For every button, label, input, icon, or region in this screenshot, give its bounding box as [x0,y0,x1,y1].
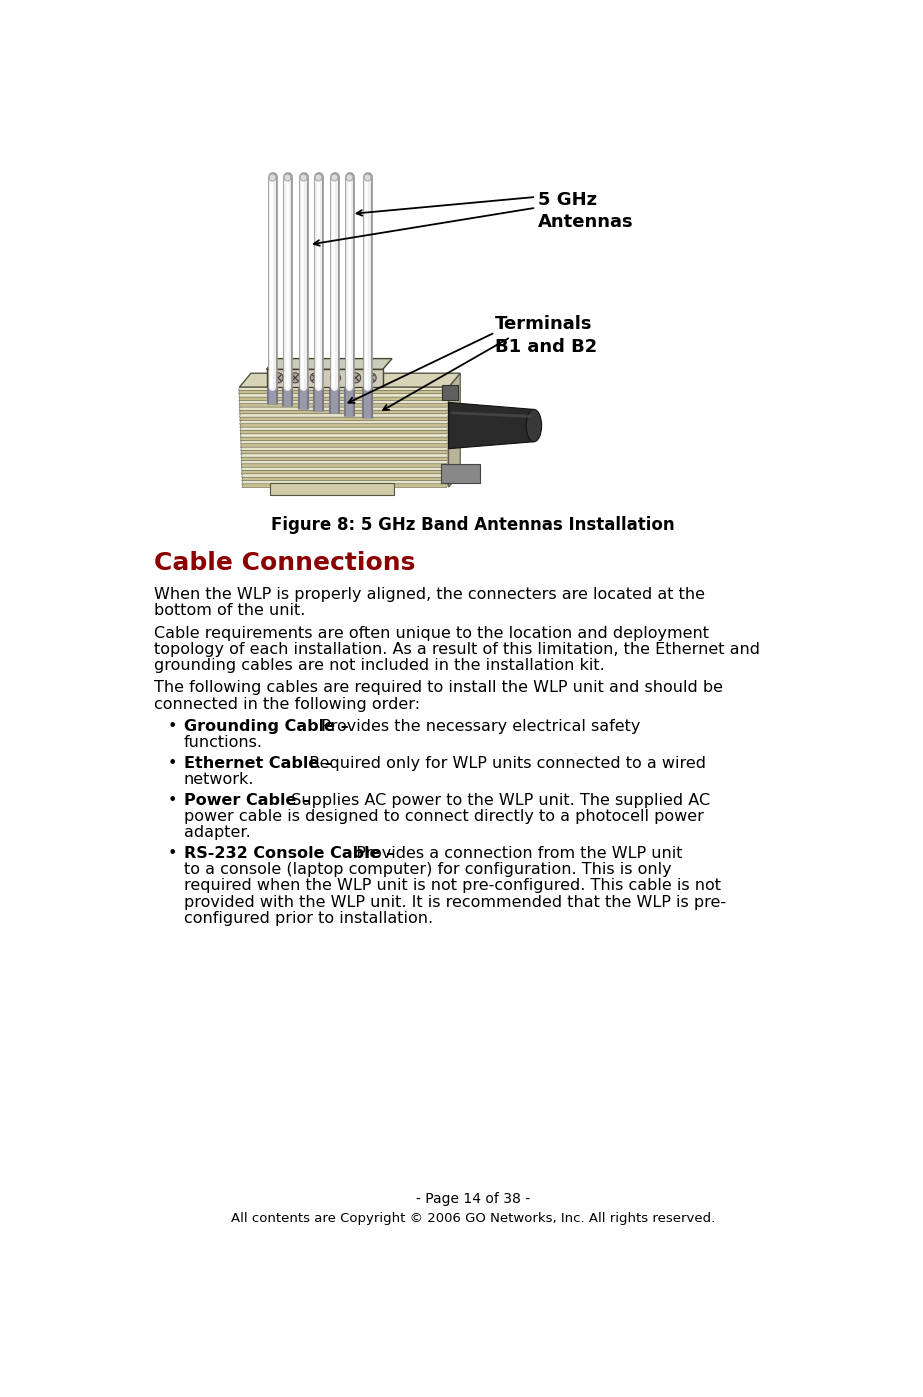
Text: Power Cable –: Power Cable – [184,793,309,807]
Polygon shape [241,447,449,451]
Polygon shape [242,481,448,485]
Polygon shape [240,418,449,420]
Text: Cable Connections: Cable Connections [154,550,415,576]
Text: •: • [168,719,177,733]
Polygon shape [267,359,392,369]
Polygon shape [242,467,449,471]
Circle shape [351,373,361,383]
Text: Supplies AC power to the WLP unit. The supplied AC: Supplies AC power to the WLP unit. The s… [282,793,711,807]
Bar [442,384,458,400]
Circle shape [273,373,283,383]
Polygon shape [241,464,449,468]
Polygon shape [239,397,449,401]
Polygon shape [240,427,449,430]
Polygon shape [241,450,449,454]
Polygon shape [239,411,449,414]
Polygon shape [240,437,449,441]
Polygon shape [242,471,449,474]
Text: Figure 8: 5 GHz Band Antennas Installation: Figure 8: 5 GHz Band Antennas Installati… [270,517,675,535]
Polygon shape [449,402,533,448]
Text: functions.: functions. [184,735,262,750]
Text: connected in the following order:: connected in the following order: [154,697,420,711]
Polygon shape [239,404,449,408]
Text: Provides a connection from the WLP unit: Provides a connection from the WLP unit [346,847,683,861]
Text: bottom of the unit.: bottom of the unit. [154,604,306,619]
Polygon shape [242,478,448,481]
Text: •: • [168,847,177,861]
Text: topology of each installation. As a result of this limitation, the Ethernet and: topology of each installation. As a resu… [154,643,761,657]
Polygon shape [241,444,449,447]
Text: Terminals
B1 and B2: Terminals B1 and B2 [495,316,597,356]
Text: Provides the necessary electrical safety: Provides the necessary electrical safety [311,719,641,733]
Text: power cable is designed to connect directly to a photocell power: power cable is designed to connect direc… [184,809,703,824]
Circle shape [310,373,320,383]
Circle shape [330,373,341,383]
Polygon shape [240,420,449,425]
Text: 5 GHz
Antennas: 5 GHz Antennas [538,191,633,231]
Polygon shape [242,483,448,488]
Polygon shape [241,457,449,461]
Text: to a console (laptop computer) for configuration. This is only: to a console (laptop computer) for confi… [184,862,671,877]
Bar [270,483,394,495]
Polygon shape [241,440,449,444]
Text: •: • [168,756,177,771]
Polygon shape [240,434,449,437]
Circle shape [366,373,377,383]
Polygon shape [239,394,449,398]
Polygon shape [239,407,449,411]
Text: required when the WLP unit is not pre-configured. This cable is not: required when the WLP unit is not pre-co… [184,879,721,893]
Circle shape [290,373,300,383]
Text: The following cables are required to install the WLP unit and should be: The following cables are required to ins… [154,680,723,696]
Text: •: • [168,793,177,807]
Polygon shape [449,373,461,488]
Polygon shape [240,414,449,418]
Polygon shape [441,464,480,483]
Text: Grounding Cable –: Grounding Cable – [184,719,348,733]
Text: Cable requirements are often unique to the location and deployment: Cable requirements are often unique to t… [154,626,709,641]
Text: provided with the WLP unit. It is recommended that the WLP is pre-: provided with the WLP unit. It is recomm… [184,894,725,909]
Polygon shape [240,430,449,434]
Text: grounding cables are not included in the installation kit.: grounding cables are not included in the… [154,658,605,673]
Polygon shape [239,401,449,404]
Text: All contents are Copyright © 2006 GO Networks, Inc. All rights reserved.: All contents are Copyright © 2006 GO Net… [231,1211,714,1225]
Polygon shape [240,423,449,427]
Text: - Page 14 of 38 -: - Page 14 of 38 - [415,1192,530,1206]
Ellipse shape [526,409,542,441]
Text: configured prior to installation.: configured prior to installation. [184,911,433,926]
Text: adapter.: adapter. [184,826,250,840]
Polygon shape [239,373,461,387]
Text: Ethernet Cable –: Ethernet Cable – [184,756,332,771]
Text: network.: network. [184,773,254,787]
Polygon shape [242,474,449,478]
Polygon shape [239,390,449,394]
Polygon shape [239,387,449,391]
Text: RS-232 Console Cable –: RS-232 Console Cable – [184,847,394,861]
Bar [267,369,383,387]
Polygon shape [241,461,449,464]
Text: Required only for WLP units connected to a wired: Required only for WLP units connected to… [299,756,706,771]
Text: When the WLP is properly aligned, the connecters are located at the: When the WLP is properly aligned, the co… [154,587,705,602]
Polygon shape [241,454,449,458]
